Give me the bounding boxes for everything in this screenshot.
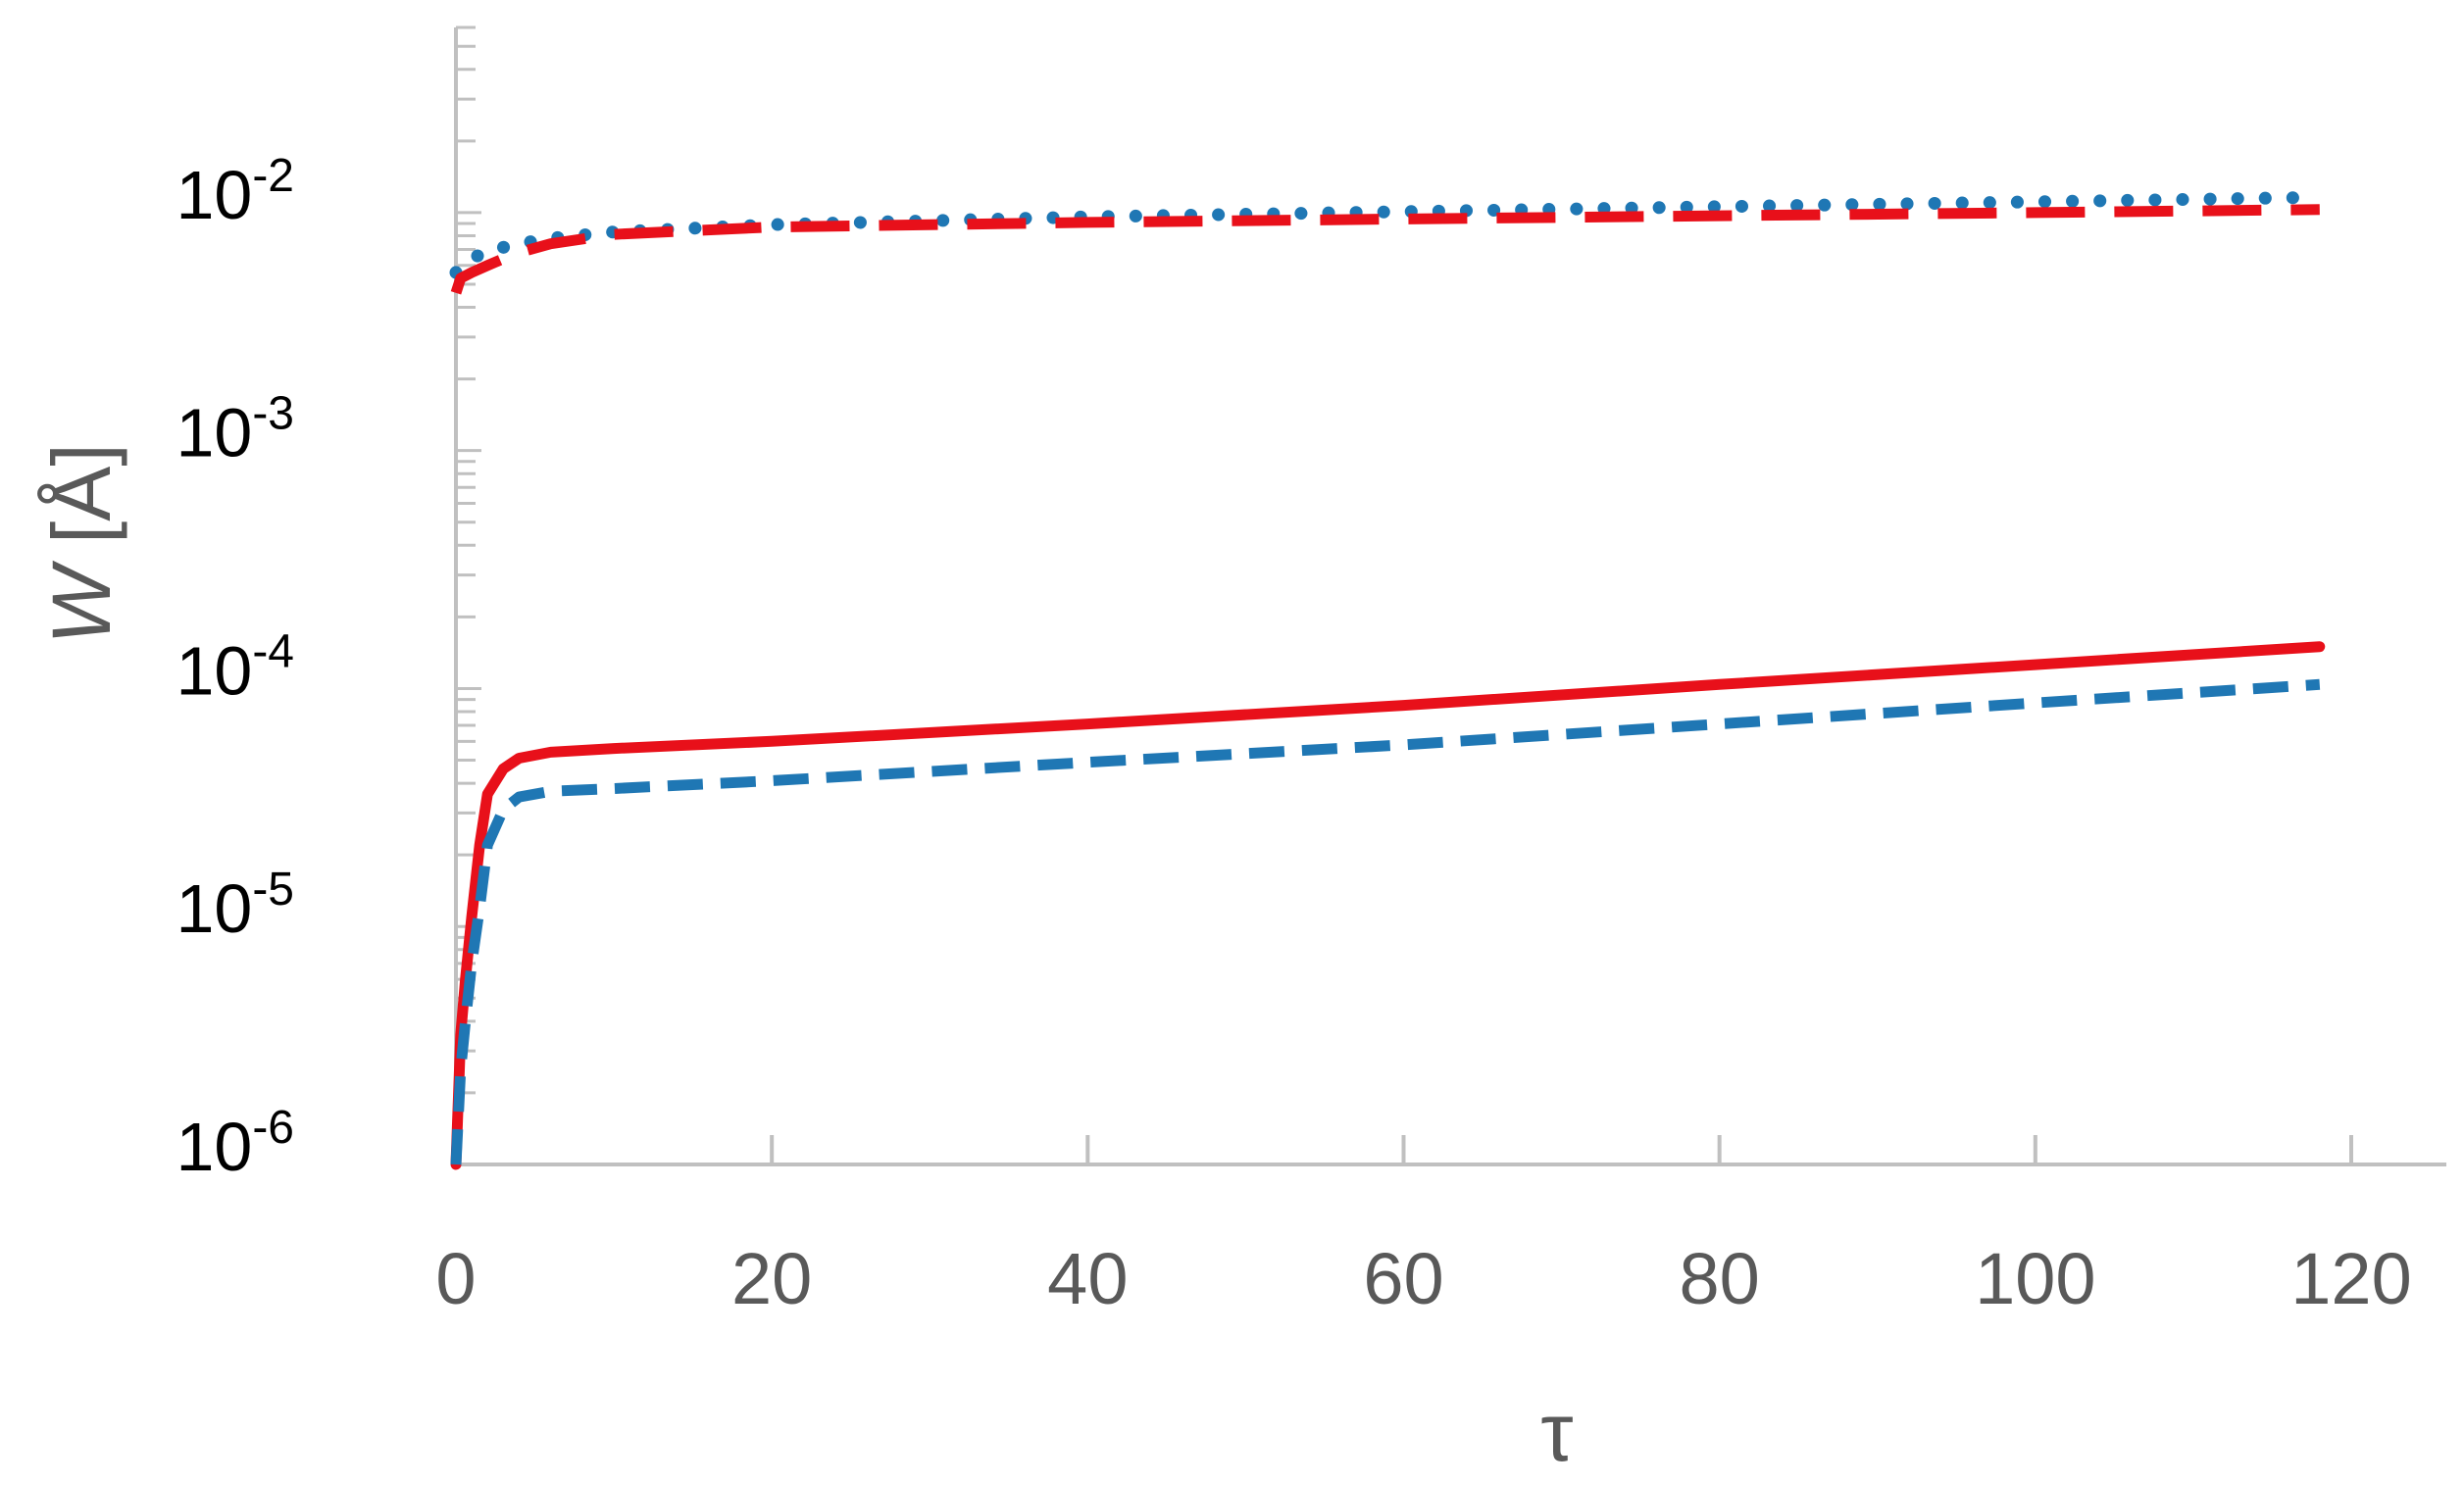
x-tick-label: 80 xyxy=(1680,1238,1760,1319)
series-line-2-long-dash xyxy=(450,204,2320,295)
y-tick-exponent: -2 xyxy=(252,150,294,202)
x-tick-label: 0 xyxy=(435,1238,476,1319)
x-axis-title: τ xyxy=(1540,1386,1573,1478)
y-tick-label: 10-5 xyxy=(176,864,294,947)
y-axis: 10-210-310-410-510-6 xyxy=(176,25,481,1185)
x-tick-label: 60 xyxy=(1363,1238,1443,1319)
y-axis-title-symbol: W xyxy=(35,561,127,645)
series-line-4-dashed xyxy=(450,678,2321,1165)
y-tick-mantissa: 10 xyxy=(176,870,252,947)
y-tick-label: 10-3 xyxy=(176,388,294,471)
y-tick-mantissa: 10 xyxy=(176,1109,252,1185)
series-line-3-solid xyxy=(450,641,2326,1170)
y-tick-exponent: -4 xyxy=(252,625,294,677)
y-axis-title-unit: [Å] xyxy=(35,443,127,567)
y-tick-label: 10-6 xyxy=(176,1102,294,1185)
y-tick-exponent: -6 xyxy=(252,1102,294,1154)
y-tick-mantissa: 10 xyxy=(176,395,252,471)
y-tick-exponent: -3 xyxy=(252,388,294,440)
y-tick-mantissa: 10 xyxy=(176,632,252,709)
series-line-1-dotted xyxy=(449,190,2327,279)
x-axis: 0 20 40 60 80 100 120 xyxy=(435,1135,2446,1319)
x-tick-label: 100 xyxy=(1975,1238,2095,1319)
y-tick-mantissa: 10 xyxy=(176,157,252,233)
x-tick-label: 40 xyxy=(1047,1238,1128,1319)
y-axis-title: W [Å] xyxy=(35,443,127,644)
y-tick-label: 10-2 xyxy=(176,150,294,233)
y-tick-exponent: -5 xyxy=(252,864,294,916)
x-tick-label: 120 xyxy=(2290,1238,2411,1319)
y-tick-label: 10-4 xyxy=(176,625,294,709)
x-tick-label: 20 xyxy=(731,1238,812,1319)
series-layer xyxy=(449,190,2327,1170)
